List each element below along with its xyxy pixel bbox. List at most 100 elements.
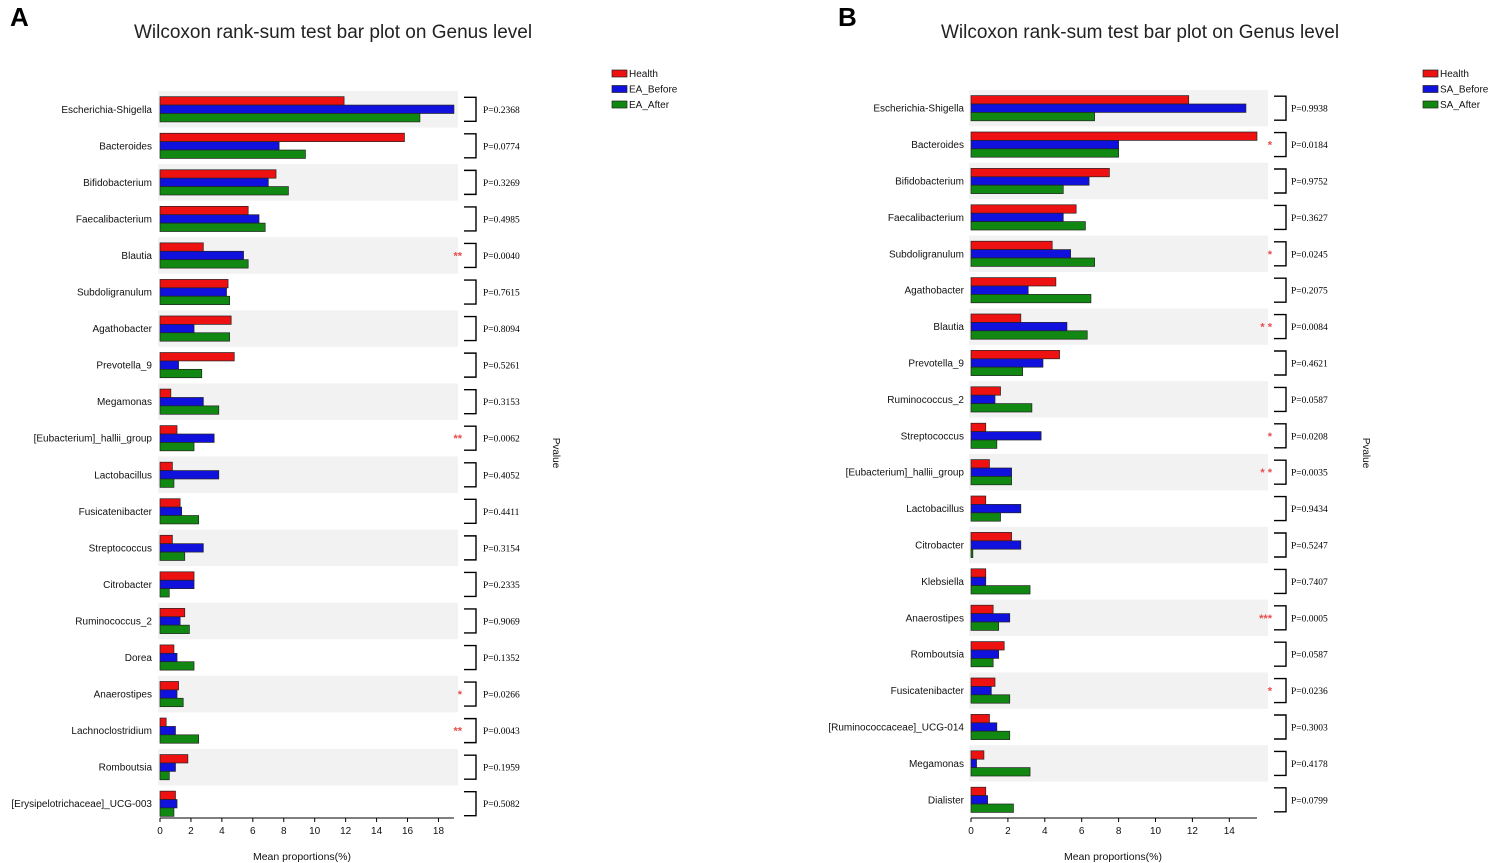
bar-health [159,352,235,362]
bar-ea-after [159,661,195,671]
bar-health [159,717,167,727]
bar-health [159,132,405,142]
category-label: [Eubacterium]_hallii_group [846,468,965,479]
bar-ea-after [159,295,230,305]
significance-bracket [1274,750,1287,777]
bar-health [159,681,179,691]
bar-health [970,677,996,687]
bar-health [970,714,990,724]
x-tick-label: 8 [1116,826,1122,837]
bar-ea-before [159,726,176,736]
bar-ea-after [159,186,289,196]
legend-label: EA_After [629,100,670,111]
bar-sa-before [970,722,998,732]
category-label: Klebsiella [921,577,964,588]
p-value: P=0.0587 [1291,396,1328,406]
x-tick-label: 14 [1224,826,1236,837]
significance-stars: * * [1260,322,1272,334]
p-value: P=0.4052 [483,471,520,481]
significance-bracket [1274,568,1287,595]
p-value: P=0.0587 [1291,651,1328,661]
bar-health [970,604,994,614]
row-band [969,599,1268,636]
significance-bracket [1274,241,1287,267]
bar-ea-before [159,214,260,224]
bar-ea-before [159,762,176,772]
bar-sa-before [970,540,1022,550]
x-tick-label: 10 [1150,826,1162,837]
bar-health [159,571,195,581]
bar-sa-after [970,366,1024,376]
p-value: P=0.7615 [483,289,520,299]
bar-ea-after [159,149,306,159]
bar-ea-after [159,588,170,598]
x-axis-label: Mean proportions(%) [253,851,351,863]
p-value: P=0.0799 [1291,796,1328,806]
bar-sa-after [970,658,994,668]
p-value: P=0.0208 [1291,432,1328,442]
p-value: P=0.1352 [483,654,520,664]
significance-stars: ** [453,433,462,445]
bar-health [970,131,1258,141]
legend-swatch [611,69,628,78]
significance-stars: * [1268,686,1273,698]
category-label: [Ruminococcaceae]_UCG-014 [828,723,964,734]
x-tick-label: 18 [433,826,445,837]
bar-sa-before [970,103,1247,113]
p-value: P=0.3003 [1291,724,1328,734]
bar-health [970,95,1190,105]
bar-health [970,422,987,432]
p-value: P=0.3153 [483,398,520,408]
bar-ea-before [159,287,227,297]
significance-bracket [464,571,477,598]
pvalue-axis-label: Pvalue [1360,438,1371,469]
bar-sa-before [970,758,977,768]
bar-ea-before [159,616,181,626]
legend-label: EA_Before [629,85,678,96]
significance-bracket [1274,641,1287,667]
bar-sa-after [970,221,1086,231]
bar-health [970,568,987,578]
bar-ea-before [159,177,269,187]
significance-bracket [464,425,477,451]
category-label: Prevotella_9 [96,361,152,372]
category-label: Escherichia-Shigella [873,104,964,115]
significance-stars: * [1268,431,1273,443]
x-tick-label: 10 [309,826,321,837]
row-band [158,675,458,713]
bar-ea-after [159,113,421,123]
significance-bracket [1274,605,1287,631]
bar-ea-before [159,799,178,809]
bar-sa-before [970,431,1042,441]
category-label: [Erysipelotrichaceae]_UCG-003 [11,799,152,810]
p-value: P=0.2075 [1291,287,1328,297]
bar-ea-before [159,360,179,370]
significance-bracket [464,717,477,744]
p-value: P=0.9752 [1291,178,1328,188]
p-value: P=0.8094 [483,325,520,335]
bar-ea-before [159,104,455,114]
p-value: P=0.4411 [483,508,520,518]
significance-bracket [1274,459,1287,485]
bar-ea-after [159,442,195,452]
panel-label: A [10,2,29,32]
p-value: P=0.9069 [483,617,520,627]
category-label: Citrobacter [103,580,153,591]
bar-sa-after [970,439,998,449]
legend-label: SA_After [1440,100,1481,111]
x-tick-label: 12 [340,826,352,837]
category-label: Bacteroides [99,141,152,152]
significance-bracket [464,96,477,122]
category-label: Agathobacter [93,324,153,335]
significance-bracket [464,681,477,707]
significance-bracket [1274,787,1287,813]
p-value: P=0.0005 [1291,614,1328,624]
bar-health [970,750,985,760]
p-value: P=0.3154 [483,544,520,554]
p-value: P=0.0062 [483,435,520,445]
x-tick-label: 12 [1187,826,1199,837]
category-label: Subdoligranulum [77,288,152,299]
bar-health [159,242,204,252]
p-value: P=0.7407 [1291,578,1328,588]
x-tick-label: 4 [219,826,225,837]
